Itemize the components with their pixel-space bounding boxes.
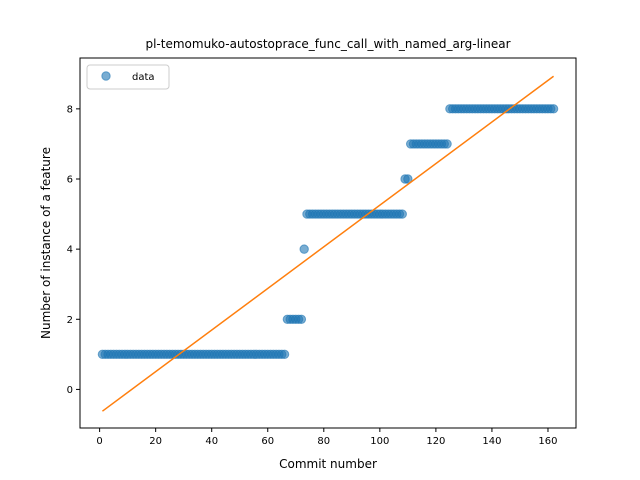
x-tick-label: 60 [261, 436, 274, 447]
chart-title: pl-temomuko-autostoprace_func_call_with_… [145, 37, 510, 51]
data-point [279, 349, 290, 360]
y-tick-label: 8 [67, 104, 73, 115]
y-tick-label: 2 [67, 315, 73, 326]
y-tick-label: 6 [67, 174, 73, 185]
y-axis-title: Number of instance of a feature [39, 147, 53, 339]
x-tick-label: 20 [149, 436, 162, 447]
fit-line-group [101, 75, 555, 412]
x-tick-label: 120 [426, 436, 445, 447]
fit-line [101, 75, 555, 412]
x-tick-label: 0 [96, 436, 102, 447]
x-axis: 0 20 40 60 80 100 120 140 160 [96, 428, 558, 447]
x-tick-label: 160 [538, 436, 557, 447]
x-tick-label: 100 [370, 436, 389, 447]
y-tick-label: 0 [67, 385, 73, 396]
data-point [403, 174, 413, 184]
data-point [397, 209, 407, 219]
legend-marker-data [101, 71, 111, 81]
x-tick-label: 40 [205, 436, 218, 447]
data-points [97, 104, 559, 360]
legend: data [86, 64, 170, 90]
y-axis: 0 2 4 6 8 [67, 104, 80, 396]
data-point [548, 104, 559, 114]
x-tick-label: 80 [317, 436, 330, 447]
data-point [442, 139, 452, 149]
legend-box [86, 64, 170, 90]
legend-label-data: data [132, 72, 155, 83]
y-tick-label: 4 [67, 245, 73, 256]
plot-frame [79, 57, 577, 429]
data-point [299, 244, 309, 254]
x-tick-label: 140 [482, 436, 501, 447]
x-axis-title: Commit number [279, 457, 377, 471]
data-point [296, 314, 307, 324]
